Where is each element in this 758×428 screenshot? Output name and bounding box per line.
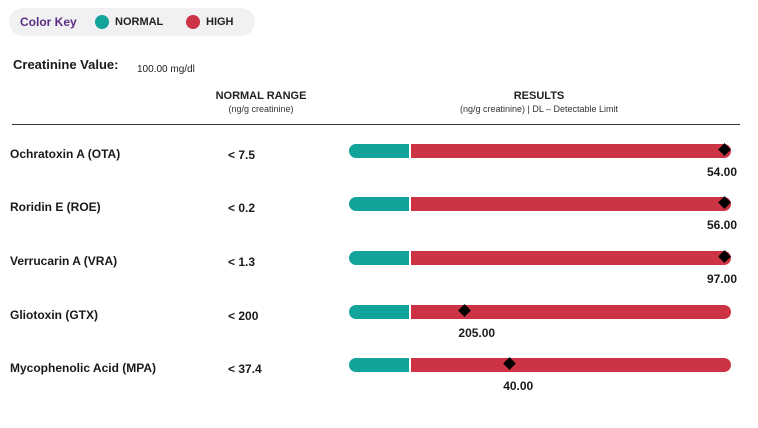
header-divider [12,124,740,125]
normal-range-value: < 37.4 [228,362,262,376]
result-value: 97.00 [706,272,737,286]
normal-range-value: < 200 [228,309,259,323]
normal-range-value: < 0.2 [228,201,256,215]
normal-range-bar [349,251,409,265]
toxin-name: Mycophenolic Acid (MPA) [10,361,157,375]
table-row: Mycophenolic Acid (MPA) < 37.4 40.00 [0,357,758,411]
table-row: Gliotoxin (GTX) < 200 205.00 [0,304,758,358]
toxin-name: Gliotoxin (GTX) [10,308,98,322]
normal-range-bar [349,197,409,211]
result-value: 56.00 [706,218,737,232]
normal-range-bar [349,358,409,372]
normal-range-value: < 1.3 [228,255,256,269]
normal-range-units: (ng/g creatinine) [228,104,294,114]
creatinine-label: Creatinine Value: [13,57,119,72]
high-color-dot [186,15,200,29]
normal-range-header: NORMAL RANGE [215,90,307,102]
table-row: Verrucarin A (VRA) < 1.3 97.00 [0,250,758,304]
result-value: 205.00 [458,326,496,340]
normal-range-bar [349,144,409,158]
table-row: Ochratoxin A (OTA) < 7.5 54.00 [0,143,758,197]
high-range-bar [411,358,731,372]
results-units: (ng/g creatinine) | DL – Detectable Limi… [459,104,619,114]
normal-legend-label: NORMAL [115,16,164,28]
high-range-bar [411,305,731,319]
color-key-legend: Color Key NORMAL HIGH [9,8,255,36]
toxin-name: Ochratoxin A (OTA) [10,147,121,161]
toxin-name: Verrucarin A (VRA) [10,254,118,268]
result-value: 40.00 [503,379,534,393]
normal-range-value: < 7.5 [228,148,256,162]
result-value: 54.00 [706,165,737,179]
color-key-title: Color Key [20,15,77,29]
table-row: Roridin E (ROE) < 0.2 56.00 [0,196,758,250]
normal-range-bar [349,305,409,319]
toxin-name: Roridin E (ROE) [10,200,101,214]
high-range-bar [411,197,731,211]
results-header: RESULTS [513,90,565,102]
high-range-bar [411,251,731,265]
creatinine-value: 100.00 mg/dl [137,64,195,75]
high-legend-label: HIGH [206,16,234,28]
high-range-bar [411,144,731,158]
normal-color-dot [95,15,109,29]
